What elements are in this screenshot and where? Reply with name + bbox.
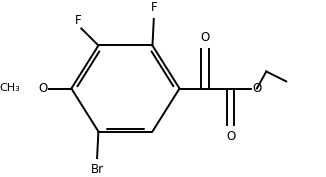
Text: F: F bbox=[151, 1, 157, 14]
Text: O: O bbox=[252, 82, 261, 95]
Text: O: O bbox=[226, 130, 235, 143]
Text: F: F bbox=[75, 14, 82, 27]
Text: O: O bbox=[200, 32, 210, 44]
Text: Br: Br bbox=[90, 163, 104, 176]
Text: CH₃: CH₃ bbox=[0, 84, 20, 93]
Text: O: O bbox=[38, 82, 47, 95]
